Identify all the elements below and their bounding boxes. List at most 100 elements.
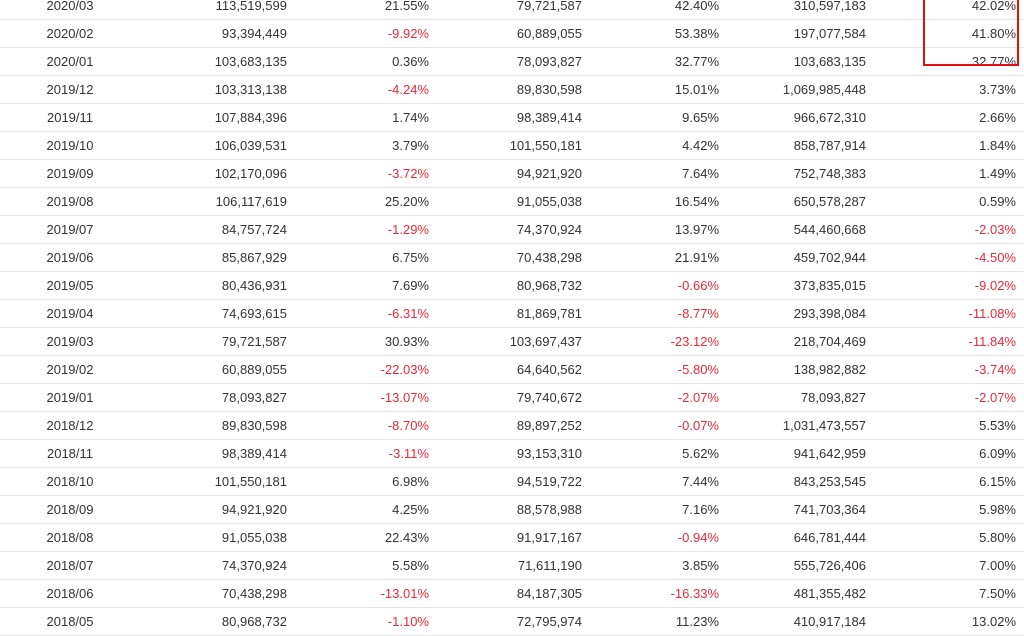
- cell-date: 2019/03: [0, 327, 134, 356]
- table-row: 2019/11 107,884,396 1.74% 98,389,414 9.65% 96…: [0, 103, 1024, 132]
- cell-date: 2020/03: [0, 0, 134, 20]
- cell-cumulative-revenue: 966,672,310: [729, 103, 874, 132]
- table-row: 2019/02 60,889,055 -22.03% 64,640,562 -5.80%…: [0, 355, 1024, 384]
- cell-last-year-revenue: 94,921,920: [439, 159, 584, 188]
- cell-mom-change: 0.36%: [289, 47, 439, 76]
- cell-cumulative-yoy-change: -11.84%: [874, 327, 1024, 356]
- cell-revenue: 91,055,038: [134, 523, 289, 552]
- cell-last-year-revenue: 93,153,310: [439, 439, 584, 468]
- cell-cumulative-yoy-change: -11.08%: [874, 299, 1024, 328]
- cell-last-year-revenue: 98,389,414: [439, 103, 584, 132]
- cell-yoy-change: -16.33%: [584, 579, 729, 608]
- table-row: 2018/09 94,921,920 4.25% 88,578,988 7.16% 741…: [0, 495, 1024, 524]
- cell-yoy-change: -5.80%: [584, 355, 729, 384]
- cell-mom-change: 6.75%: [289, 243, 439, 272]
- cell-yoy-change: 7.64%: [584, 159, 729, 188]
- table-row: 2020/02 93,394,449 -9.92% 60,889,055 53.38% 1…: [0, 19, 1024, 48]
- cell-cumulative-yoy-change: 1.84%: [874, 131, 1024, 160]
- cell-cumulative-revenue: 373,835,015: [729, 271, 874, 300]
- cell-date: 2020/01: [0, 47, 134, 76]
- cell-cumulative-revenue: 650,578,287: [729, 187, 874, 216]
- cell-date: 2019/11: [0, 103, 134, 132]
- cell-date: 2019/01: [0, 383, 134, 412]
- cell-revenue: 102,170,096: [134, 159, 289, 188]
- cell-mom-change: -6.31%: [289, 299, 439, 328]
- cell-yoy-change: 16.54%: [584, 187, 729, 216]
- cell-yoy-change: 7.16%: [584, 495, 729, 524]
- table-row: 2019/08 106,117,619 25.20% 91,055,038 16.54%…: [0, 187, 1024, 216]
- cell-mom-change: 21.55%: [289, 0, 439, 20]
- cell-cumulative-revenue: 1,031,473,557: [729, 411, 874, 440]
- table-row: 2019/01 78,093,827 -13.07% 79,740,672 -2.07%…: [0, 383, 1024, 412]
- cell-cumulative-yoy-change: 5.80%: [874, 523, 1024, 552]
- cell-last-year-revenue: 84,187,305: [439, 579, 584, 608]
- cell-last-year-revenue: 74,370,924: [439, 215, 584, 244]
- cell-cumulative-revenue: 1,069,985,448: [729, 75, 874, 104]
- cell-yoy-change: 9.65%: [584, 103, 729, 132]
- cell-revenue: 79,721,587: [134, 327, 289, 356]
- cell-revenue: 60,889,055: [134, 355, 289, 384]
- cell-date: 2019/06: [0, 243, 134, 272]
- cell-cumulative-revenue: 138,982,882: [729, 355, 874, 384]
- cell-yoy-change: 11.23%: [584, 607, 729, 636]
- cell-revenue: 74,370,924: [134, 551, 289, 580]
- cell-last-year-revenue: 79,740,672: [439, 383, 584, 412]
- cell-last-year-revenue: 79,721,587: [439, 0, 584, 20]
- cell-cumulative-yoy-change: 32.77%: [874, 47, 1024, 76]
- cell-last-year-revenue: 72,795,974: [439, 607, 584, 636]
- cell-mom-change: 30.93%: [289, 327, 439, 356]
- cell-revenue: 106,039,531: [134, 131, 289, 160]
- cell-revenue: 94,921,920: [134, 495, 289, 524]
- cell-last-year-revenue: 71,611,190: [439, 551, 584, 580]
- cell-cumulative-revenue: 410,917,184: [729, 607, 874, 636]
- cell-date: 2020/02: [0, 19, 134, 48]
- cell-date: 2018/05: [0, 607, 134, 636]
- table-row: 2019/12 103,313,138 -4.24% 89,830,598 15.01%…: [0, 75, 1024, 104]
- cell-revenue: 74,693,615: [134, 299, 289, 328]
- cell-cumulative-yoy-change: 0.59%: [874, 187, 1024, 216]
- cell-cumulative-yoy-change: 1.49%: [874, 159, 1024, 188]
- cell-yoy-change: -0.94%: [584, 523, 729, 552]
- cell-date: 2018/06: [0, 579, 134, 608]
- table-row: 2018/06 70,438,298 -13.01% 84,187,305 -16.33…: [0, 579, 1024, 608]
- cell-last-year-revenue: 91,055,038: [439, 187, 584, 216]
- cell-yoy-change: -0.07%: [584, 411, 729, 440]
- cell-mom-change: 5.58%: [289, 551, 439, 580]
- cell-yoy-change: -8.77%: [584, 299, 729, 328]
- cell-yoy-change: -2.07%: [584, 383, 729, 412]
- cell-mom-change: -4.24%: [289, 75, 439, 104]
- table-row: 2018/08 91,055,038 22.43% 91,917,167 -0.94% 6…: [0, 523, 1024, 552]
- cell-last-year-revenue: 91,917,167: [439, 523, 584, 552]
- cell-mom-change: 1.74%: [289, 103, 439, 132]
- table-row: 2020/01 103,683,135 0.36% 78,093,827 32.77% 1…: [0, 47, 1024, 76]
- cell-revenue: 93,394,449: [134, 19, 289, 48]
- table-row: 2019/03 79,721,587 30.93% 103,697,437 -23.12…: [0, 327, 1024, 356]
- cell-yoy-change: 15.01%: [584, 75, 729, 104]
- cell-last-year-revenue: 64,640,562: [439, 355, 584, 384]
- cell-date: 2019/08: [0, 187, 134, 216]
- cell-yoy-change: -23.12%: [584, 327, 729, 356]
- cell-cumulative-yoy-change: 2.66%: [874, 103, 1024, 132]
- cell-cumulative-yoy-change: 41.80%: [874, 19, 1024, 48]
- table-row: 2019/06 85,867,929 6.75% 70,438,298 21.91% 45…: [0, 243, 1024, 272]
- cell-cumulative-revenue: 941,642,959: [729, 439, 874, 468]
- cell-cumulative-yoy-change: 42.02%: [874, 0, 1024, 20]
- cell-mom-change: 3.79%: [289, 131, 439, 160]
- cell-date: 2018/08: [0, 523, 134, 552]
- cell-date: 2018/09: [0, 495, 134, 524]
- cell-yoy-change: 13.97%: [584, 215, 729, 244]
- cell-cumulative-yoy-change: 7.00%: [874, 551, 1024, 580]
- cell-cumulative-revenue: 293,398,084: [729, 299, 874, 328]
- cell-cumulative-revenue: 555,726,406: [729, 551, 874, 580]
- cell-revenue: 101,550,181: [134, 467, 289, 496]
- cell-date: 2019/07: [0, 215, 134, 244]
- cell-cumulative-revenue: 741,703,364: [729, 495, 874, 524]
- table-row: 2018/11 98,389,414 -3.11% 93,153,310 5.62% 94…: [0, 439, 1024, 468]
- cell-revenue: 103,683,135: [134, 47, 289, 76]
- cell-mom-change: -8.70%: [289, 411, 439, 440]
- cell-revenue: 80,968,732: [134, 607, 289, 636]
- cell-mom-change: -3.72%: [289, 159, 439, 188]
- cell-revenue: 89,830,598: [134, 411, 289, 440]
